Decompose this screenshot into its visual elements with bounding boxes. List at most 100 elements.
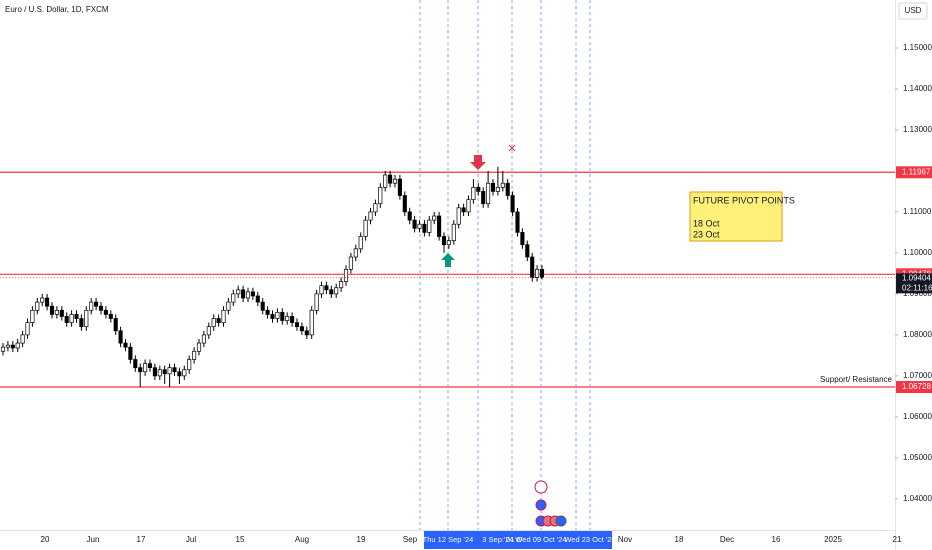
candle-body (25, 322, 30, 336)
y-tick-label: 1.14000 (903, 84, 932, 93)
candle-body (476, 186, 481, 192)
event-icon[interactable] (534, 480, 548, 494)
candle-body (167, 367, 172, 375)
currency-label[interactable]: USD (905, 6, 922, 15)
event-icon[interactable] (535, 499, 547, 511)
candle-body (309, 309, 314, 336)
candle-body (490, 182, 496, 192)
candle-body (255, 295, 260, 303)
candle-body (314, 293, 319, 311)
candle-body (241, 289, 246, 299)
candle-body (64, 316, 69, 323)
candle-body (15, 342, 20, 349)
x-tick-label: 2025 (824, 535, 842, 544)
candle-body (192, 350, 197, 360)
candle-body (319, 285, 324, 295)
candle-body (358, 236, 363, 250)
note-line: 23 Oct (693, 229, 720, 239)
candle-body (196, 342, 202, 352)
candle-body (373, 203, 378, 213)
candle-body (59, 309, 64, 317)
level-label: 1.06728 (902, 382, 931, 391)
note-line: 18 Oct (693, 218, 720, 228)
candle-body (35, 301, 40, 311)
y-tick-label: 1.10000 (903, 248, 932, 257)
last-price-label: 1.09404 (902, 273, 931, 282)
candle-body (5, 344, 10, 348)
candle-body (172, 367, 177, 373)
candle-body (182, 369, 187, 377)
candle-body (466, 199, 471, 213)
x-tick-label: 21 (893, 535, 902, 544)
down-arrow (470, 155, 486, 170)
x-tick-label: Jun (87, 535, 100, 544)
candle-body (0, 346, 6, 352)
candle-body (378, 186, 383, 205)
candle-body (187, 359, 192, 371)
level-note: Support/ Resistance (820, 375, 893, 384)
candle-body (343, 268, 349, 282)
candle-body (363, 219, 368, 237)
x-tick-label: 17 (137, 535, 146, 544)
x-tick-label: 15 (236, 535, 245, 544)
candle-body (383, 174, 388, 188)
last-price-tag (896, 273, 932, 294)
candle-body (236, 289, 241, 295)
candle-body (412, 219, 417, 229)
level-label: 1.11967 (902, 167, 931, 176)
candle-body (133, 359, 138, 369)
x-tick-label: 16 (772, 535, 781, 544)
cross-marker (508, 144, 516, 152)
candle-body (270, 314, 275, 319)
candle-body (45, 297, 50, 307)
candle-body (231, 293, 236, 303)
event-icon[interactable] (555, 515, 567, 527)
candle-body (89, 301, 94, 311)
candle-body (103, 309, 108, 315)
candle-body (392, 178, 398, 184)
candle-body (451, 223, 456, 241)
candle-body (334, 287, 339, 295)
y-tick-label: 1.07000 (903, 371, 932, 380)
candle-body (138, 367, 143, 373)
candle-body (69, 314, 74, 323)
candle-body (530, 256, 535, 278)
x-tick-label: Jul (186, 535, 196, 544)
x-tick-label: 20 (41, 535, 50, 544)
candle-body (260, 301, 265, 311)
candle-body (461, 207, 466, 213)
level-tag (896, 381, 932, 394)
candle-body (84, 309, 89, 328)
candle-body (446, 240, 451, 246)
candle-body (211, 318, 216, 328)
event-icons (534, 480, 567, 527)
up-arrow (441, 253, 455, 267)
level-tag (896, 166, 932, 179)
candle-body (368, 211, 373, 221)
candle-body (417, 223, 422, 229)
currency-button[interactable] (898, 2, 928, 20)
candle-body (290, 316, 295, 323)
candle-body (348, 256, 353, 270)
candle-body (123, 342, 128, 348)
candle-body (486, 182, 491, 205)
candle-body (206, 326, 211, 336)
candle-body (118, 330, 123, 344)
y-tick-label: 1.08000 (903, 330, 932, 339)
candle-body (143, 363, 148, 373)
candle-body (79, 318, 84, 328)
candle-body (510, 195, 515, 213)
y-tick-label: 1.06000 (903, 412, 932, 421)
candle-body (515, 211, 520, 233)
candle-body (525, 244, 530, 258)
candle-body (422, 223, 427, 233)
time-highlight-label: Wed 09 Oct '24 (515, 535, 566, 544)
candle-body (147, 363, 153, 369)
candle-body (30, 309, 35, 323)
candle-body (265, 309, 270, 315)
candle-body (456, 207, 461, 225)
candle-body (94, 301, 99, 307)
candle-body (294, 322, 300, 328)
